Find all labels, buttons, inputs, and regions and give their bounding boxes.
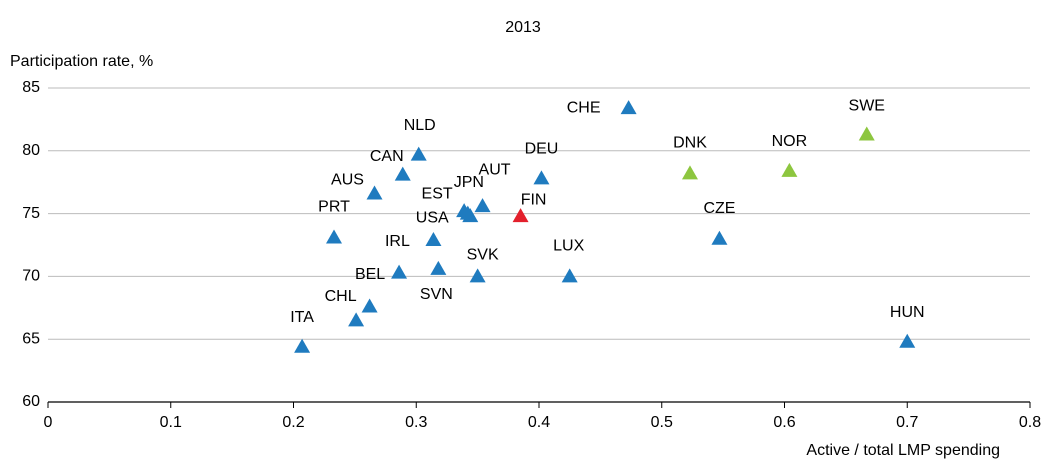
point-label: NOR	[772, 133, 808, 150]
point-label: NLD	[404, 117, 436, 134]
point	[533, 170, 550, 185]
point-label: AUT	[479, 161, 511, 178]
point-label: JPN	[454, 174, 484, 191]
point-label: FIN	[521, 191, 547, 208]
x-tick-label: 0.1	[160, 414, 182, 431]
point	[711, 230, 728, 245]
point	[391, 264, 408, 279]
x-tick-label: 0.2	[282, 414, 304, 431]
y-tick-label: 60	[22, 393, 40, 410]
point-label: ITA	[290, 309, 314, 326]
point	[858, 126, 875, 141]
point-label: HUN	[890, 304, 925, 321]
x-tick-label: 0.4	[528, 414, 550, 431]
point-label: DEU	[525, 141, 559, 158]
point-label: CAN	[370, 148, 404, 165]
y-tick-label: 75	[22, 205, 40, 222]
x-axis-label: Active / total LMP spending	[806, 442, 1000, 459]
point	[462, 208, 479, 223]
x-tick-label: 0	[44, 414, 53, 431]
y-axis-label: Participation rate, %	[10, 53, 153, 70]
chart-title: 2013	[505, 19, 541, 36]
x-tick-label: 0.8	[1019, 414, 1041, 431]
y-tick-label: 85	[22, 79, 40, 96]
x-tick-label: 0.7	[896, 414, 918, 431]
point	[561, 268, 578, 283]
point-label: SVK	[467, 247, 499, 264]
point	[326, 229, 343, 244]
point	[366, 185, 383, 200]
point	[469, 268, 486, 283]
y-tick-label: 65	[22, 330, 40, 347]
point-label: IRL	[385, 233, 410, 250]
point	[294, 338, 311, 353]
point-label: SVN	[420, 286, 453, 303]
point	[474, 198, 491, 213]
point	[430, 260, 447, 275]
point-label: CHE	[567, 99, 601, 116]
point-label: USA	[416, 209, 449, 226]
point	[620, 100, 637, 115]
point-label: SWE	[849, 98, 885, 115]
point-label: BEL	[355, 266, 385, 283]
point	[361, 298, 378, 313]
point	[512, 208, 529, 223]
point-label: DNK	[673, 135, 707, 152]
point-label: PRT	[318, 199, 350, 216]
point-label: AUS	[331, 172, 364, 189]
point-label: EST	[422, 185, 453, 202]
point-label: LUX	[553, 238, 584, 255]
x-tick-label: 0.3	[405, 414, 427, 431]
point	[425, 231, 442, 246]
point	[899, 333, 916, 348]
point	[348, 312, 365, 327]
y-tick-label: 80	[22, 142, 40, 159]
point	[781, 162, 798, 177]
point	[681, 165, 698, 180]
point-label: CZE	[703, 200, 735, 217]
point-label: CHL	[325, 288, 357, 305]
x-tick-label: 0.6	[773, 414, 795, 431]
y-tick-label: 70	[22, 268, 40, 285]
x-tick-label: 0.5	[651, 414, 673, 431]
point	[394, 166, 411, 181]
point	[410, 146, 427, 161]
